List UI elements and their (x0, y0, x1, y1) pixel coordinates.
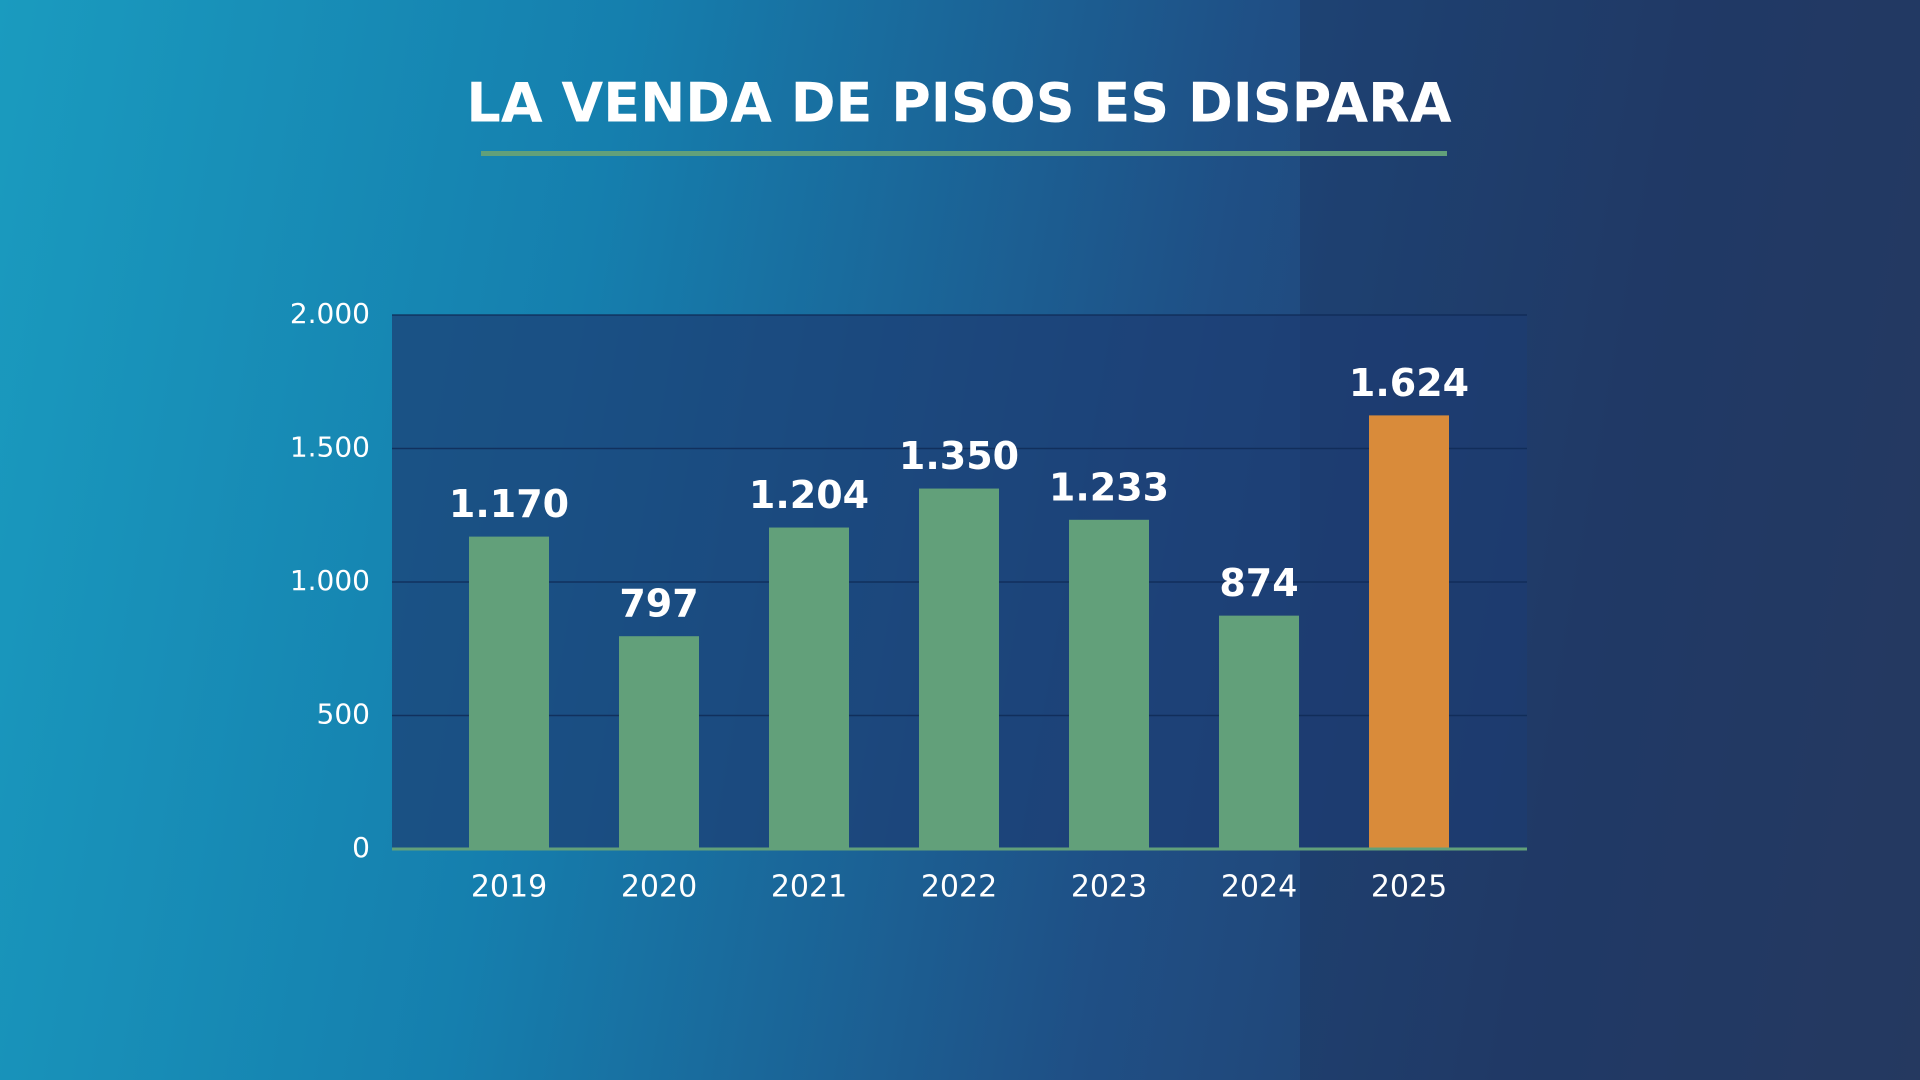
x-tick-label: 2022 (921, 870, 997, 905)
bar (1369, 415, 1449, 849)
y-tick-label: 1.500 (290, 431, 370, 464)
bar (769, 527, 849, 849)
chart-title: LA VENDA DE PISOS ES DISPARA (466, 72, 1451, 135)
y-tick-label: 0 (352, 831, 370, 864)
value-label: 1.350 (899, 434, 1019, 478)
bar (619, 636, 699, 849)
y-tick-label: 2.000 (290, 297, 370, 330)
y-tick-label: 1.000 (290, 564, 370, 597)
bar (1219, 615, 1299, 849)
x-tick-label: 2020 (621, 870, 697, 905)
value-label: 1.233 (1049, 465, 1169, 509)
bar (1069, 519, 1149, 849)
value-label: 1.204 (749, 473, 869, 517)
x-tick-label: 2019 (471, 870, 547, 905)
y-tick-label: 500 (317, 698, 370, 731)
x-tick-label: 2021 (771, 870, 847, 905)
bar (469, 536, 549, 849)
title-underline (481, 151, 1447, 156)
bar (919, 488, 999, 849)
x-tick-label: 2025 (1371, 870, 1447, 905)
value-label: 1.624 (1349, 361, 1469, 405)
x-tick-label: 2024 (1221, 870, 1297, 905)
x-tick-label: 2023 (1071, 870, 1147, 905)
value-label: 1.170 (449, 482, 569, 526)
value-label: 797 (619, 582, 698, 626)
value-label: 874 (1219, 561, 1298, 605)
